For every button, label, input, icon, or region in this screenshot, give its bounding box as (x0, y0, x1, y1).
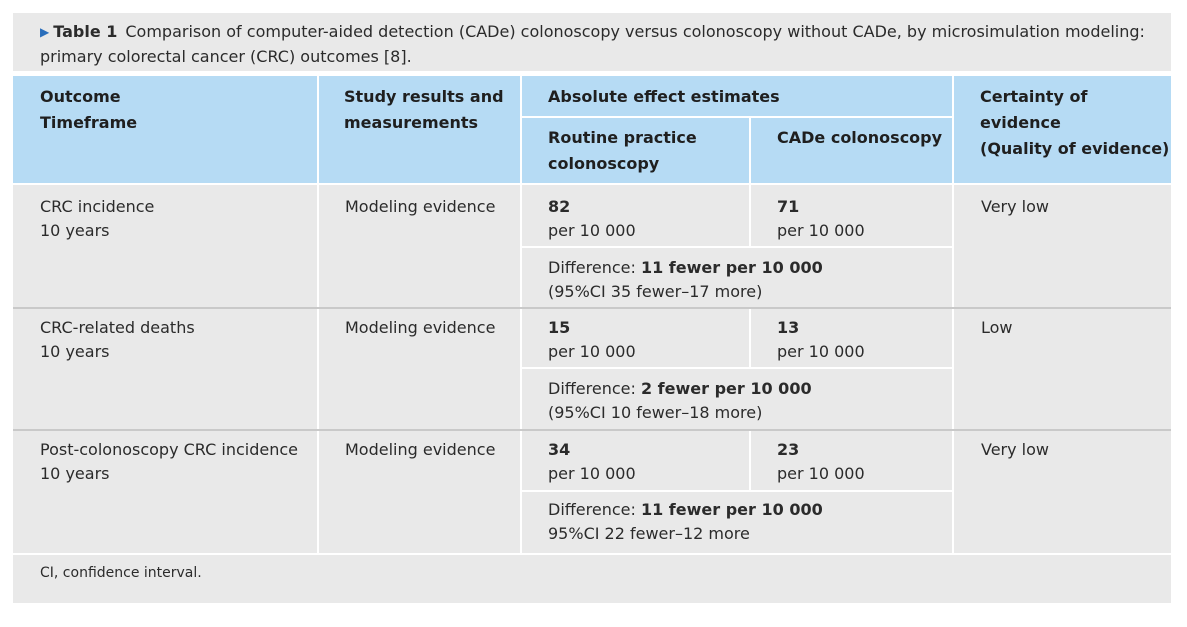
triangle-right-icon: ▶ (40, 25, 50, 39)
column-divider (749, 185, 751, 247)
header-study-line1: Study results and (344, 87, 504, 106)
header-certainty: Certainty of evidence (Quality of eviden… (954, 76, 1171, 183)
outcome-cell: CRC incidence 10 years (40, 195, 154, 243)
difference-value: 2 fewer per 10 000 (640, 379, 812, 398)
header-routine-line1: Routine practice (548, 128, 697, 147)
header-outcome-label: Outcome (40, 87, 121, 106)
certainty-cell: Very low (981, 438, 1049, 462)
routine-unit: per 10 000 (548, 221, 636, 240)
difference-line: Difference: 11 fewer per 10 000 (548, 498, 823, 522)
header-certainty-line1: Certainty of evidence (980, 87, 1088, 132)
cade-value: 13 (777, 318, 800, 337)
cade-value: 71 (777, 197, 800, 216)
row-divider (13, 307, 1171, 309)
header-timeframe-label: Timeframe (40, 113, 138, 132)
header-study: Study results and measurements (319, 76, 520, 183)
routine-unit: per 10 000 (548, 342, 636, 361)
outcome-label: Post-colonoscopy CRC incidence (40, 440, 298, 459)
cade-unit: per 10 000 (777, 221, 865, 240)
ci-label: (95%CI 35 fewer–17 more) (548, 282, 763, 301)
difference-divider (522, 490, 952, 492)
cade-cell: 71 per 10 000 (777, 195, 865, 243)
outcome-label: CRC-related deaths (40, 318, 195, 337)
cade-cell: 13 per 10 000 (777, 316, 865, 364)
difference-label: Difference: (548, 500, 636, 519)
difference-value: 11 fewer per 10 000 (640, 500, 823, 519)
header-study-line2: measurements (344, 113, 479, 132)
outcome-cell: CRC-related deaths 10 years (40, 316, 195, 364)
table-label: Table 1 (53, 22, 118, 41)
study-label: Modeling evidence (345, 197, 496, 216)
header-outcome: Outcome Timeframe (13, 76, 317, 183)
certainty-label: Low (981, 318, 1013, 337)
timeframe-label: 10 years (40, 221, 110, 240)
header-routine: Routine practice colonoscopy (522, 118, 749, 183)
difference-line: Difference: 11 fewer per 10 000 (548, 256, 823, 280)
outcome-label: CRC incidence (40, 197, 155, 216)
study-label: Modeling evidence (345, 440, 496, 459)
routine-value: 15 (548, 318, 571, 337)
header-cade: CADe colonoscopy (751, 118, 952, 183)
certainty-cell: Very low (981, 195, 1049, 219)
header-absolute-label: Absolute effect estimates (548, 87, 780, 106)
caption-text: Comparison of computer-aided detection (… (40, 22, 1145, 66)
certainty-label: Very low (981, 197, 1049, 216)
header-absolute: Absolute effect estimates (522, 76, 952, 116)
column-divider (952, 185, 954, 553)
study-cell: Modeling evidence (345, 438, 495, 462)
routine-unit: per 10 000 (548, 464, 636, 483)
study-label: Modeling evidence (345, 318, 496, 337)
cade-cell: 23 per 10 000 (777, 438, 865, 486)
header-routine-line2: colonoscopy (548, 154, 660, 173)
column-divider (520, 185, 522, 553)
outcome-cell: Post-colonoscopy CRC incidence 10 years (40, 438, 298, 486)
difference-divider (522, 246, 952, 248)
footnote-text: CI, confidence interval. (40, 565, 202, 581)
study-cell: Modeling evidence (345, 195, 495, 219)
difference-cell: Difference: 11 fewer per 10 000 (95%CI 3… (548, 256, 823, 304)
column-divider (749, 309, 751, 367)
difference-divider (522, 367, 952, 369)
routine-value: 82 (548, 197, 571, 216)
row-divider (13, 429, 1171, 431)
timeframe-label: 10 years (40, 464, 110, 483)
timeframe-label: 10 years (40, 342, 110, 361)
header-certainty-line2: (Quality of evidence) (980, 139, 1170, 158)
table-caption: ▶ Table 1 Comparison of computer-aided det… (13, 13, 1171, 71)
cade-value: 23 (777, 440, 800, 459)
column-divider (749, 431, 751, 490)
certainty-label: Very low (981, 440, 1049, 459)
study-cell: Modeling evidence (345, 316, 495, 340)
routine-cell: 34 per 10 000 (548, 438, 636, 486)
header-cade-label: CADe colonoscopy (777, 128, 943, 147)
routine-cell: 82 per 10 000 (548, 195, 636, 243)
routine-value: 34 (548, 440, 571, 459)
column-divider (317, 185, 319, 553)
difference-label: Difference: (548, 258, 636, 277)
cade-unit: per 10 000 (777, 464, 865, 483)
certainty-cell: Low (981, 316, 1013, 340)
difference-label: Difference: (548, 379, 636, 398)
routine-cell: 15 per 10 000 (548, 316, 636, 364)
difference-value: 11 fewer per 10 000 (640, 258, 823, 277)
ci-label: 95%CI 22 fewer–12 more (548, 524, 750, 543)
difference-cell: Difference: 2 fewer per 10 000 (95%CI 10… (548, 377, 812, 425)
table-footnote: CI, confidence interval. (13, 555, 1171, 603)
cade-unit: per 10 000 (777, 342, 865, 361)
ci-label: (95%CI 10 fewer–18 more) (548, 403, 763, 422)
difference-line: Difference: 2 fewer per 10 000 (548, 377, 812, 401)
difference-cell: Difference: 11 fewer per 10 000 95%CI 22… (548, 498, 823, 546)
